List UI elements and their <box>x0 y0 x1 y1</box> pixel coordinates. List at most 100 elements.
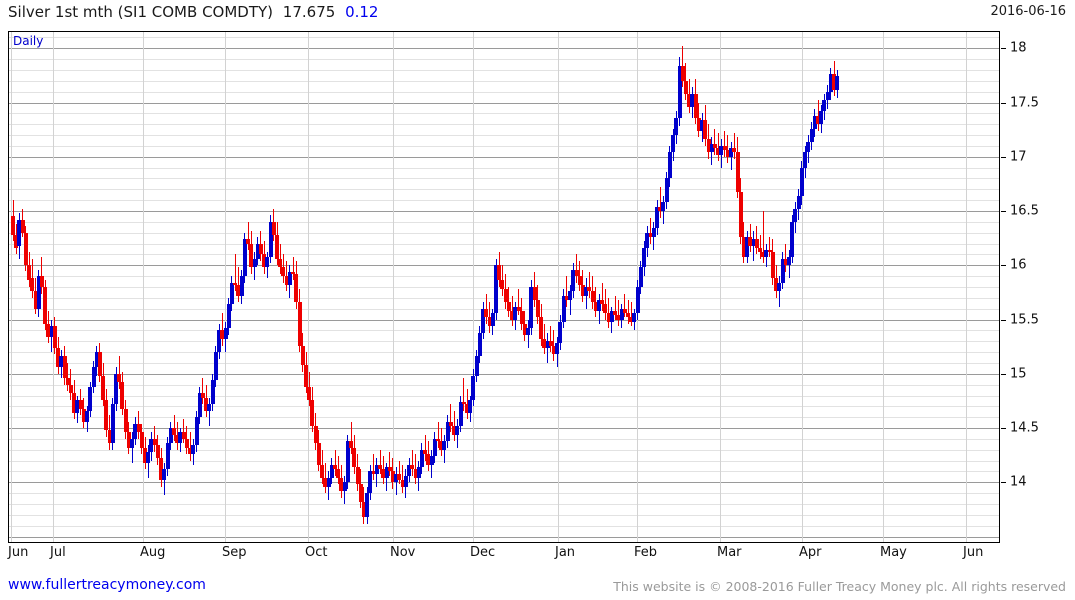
gridline-minor <box>9 124 999 125</box>
gridline-major <box>9 374 999 375</box>
candle-body <box>242 239 247 277</box>
candle-body <box>603 304 608 314</box>
candle-body <box>262 254 267 268</box>
candle-body <box>81 408 86 422</box>
candle-body <box>275 234 280 259</box>
gridline-minor <box>9 222 999 223</box>
candle-body <box>445 421 450 442</box>
candle-body <box>384 467 389 478</box>
gridline-minor <box>9 37 999 38</box>
candle-body <box>458 402 463 426</box>
candle-wick <box>398 460 400 485</box>
x-axis-label: Apr <box>799 545 822 560</box>
candle-wick <box>778 276 780 307</box>
candle-body <box>246 239 251 244</box>
y-axis-tick <box>1001 211 1006 213</box>
candle-body <box>165 443 170 470</box>
candle-body <box>291 271 296 274</box>
gridline-month <box>11 32 12 542</box>
gridline-minor <box>9 178 999 179</box>
candle-body <box>806 141 811 153</box>
candle-body <box>574 269 579 277</box>
gridline-month <box>143 32 144 542</box>
candle-wick <box>588 271 590 298</box>
candle-body <box>11 216 15 235</box>
candle-body <box>62 356 67 379</box>
candle-body <box>593 302 598 311</box>
candle-body <box>46 323 51 337</box>
candle-body <box>239 276 244 296</box>
candle-wick <box>67 362 69 392</box>
gridline-minor <box>9 244 999 245</box>
candle-body <box>323 477 328 487</box>
candle-body <box>329 464 334 478</box>
price-chart-plot[interactable]: Daily <box>8 31 1000 543</box>
candle-body <box>442 441 447 450</box>
gridline-minor <box>9 363 999 364</box>
y-axis-label: 16.5 <box>1010 203 1039 219</box>
candle-body <box>294 273 299 303</box>
candle-wick <box>373 454 375 481</box>
as-of-date: 2016-06-16 <box>990 4 1066 19</box>
candle-wick <box>617 300 619 327</box>
candle-wick <box>350 421 352 455</box>
gridline-major <box>9 537 999 538</box>
candle-body <box>407 464 412 476</box>
candle-body <box>432 438 437 457</box>
candle-body <box>741 237 746 257</box>
candle-body <box>178 432 183 444</box>
candle-body <box>152 438 157 446</box>
candle-body <box>33 291 38 309</box>
candle-body <box>304 365 309 387</box>
gridline-minor <box>9 146 999 147</box>
candle-body <box>828 74 833 92</box>
candle-body <box>94 352 99 368</box>
candle-body <box>120 382 125 409</box>
candle-body <box>539 317 544 340</box>
candle-wick <box>733 132 735 159</box>
candle-body <box>719 145 724 155</box>
candle-body <box>577 276 582 285</box>
candle-body <box>680 65 685 81</box>
candle-body <box>532 287 537 301</box>
candle-body <box>638 267 643 287</box>
candle-body <box>390 471 395 483</box>
gridline-major <box>9 48 999 49</box>
candle-body <box>700 119 705 131</box>
candle-body <box>172 428 176 435</box>
y-axis-tick <box>1001 428 1006 430</box>
gridline-minor <box>9 92 999 93</box>
gridline-major <box>9 265 999 266</box>
candle-body <box>626 313 631 318</box>
candle-body <box>143 447 148 463</box>
gridline-month <box>473 32 474 542</box>
candle-wick <box>601 282 603 311</box>
candle-body <box>487 317 492 327</box>
candle-body <box>526 328 531 335</box>
candle-body <box>419 449 424 468</box>
candle-wick <box>717 132 719 162</box>
candle-wick <box>402 464 404 494</box>
candle-body <box>400 480 405 487</box>
candle-body <box>355 467 360 485</box>
site-url[interactable]: www.fullertreacymoney.com <box>8 577 206 593</box>
x-axis-label: Jun <box>963 545 984 560</box>
candle-body <box>529 287 534 329</box>
candle-body <box>184 438 189 448</box>
candle-body <box>339 477 344 491</box>
candle-wick <box>437 421 439 448</box>
candle-body <box>85 410 90 422</box>
candle-body <box>606 313 611 322</box>
candle-body <box>217 330 222 353</box>
gridline-major <box>9 482 999 483</box>
candle-body <box>107 430 112 444</box>
candle-body <box>123 408 128 433</box>
candle-body <box>91 367 96 387</box>
gridline-month <box>308 32 309 542</box>
frequency-label: Daily <box>13 34 44 48</box>
candle-body <box>632 313 637 322</box>
candle-body <box>268 221 273 257</box>
candle-body <box>88 386 93 411</box>
candle-wick <box>566 276 568 307</box>
candle-wick <box>237 267 239 303</box>
